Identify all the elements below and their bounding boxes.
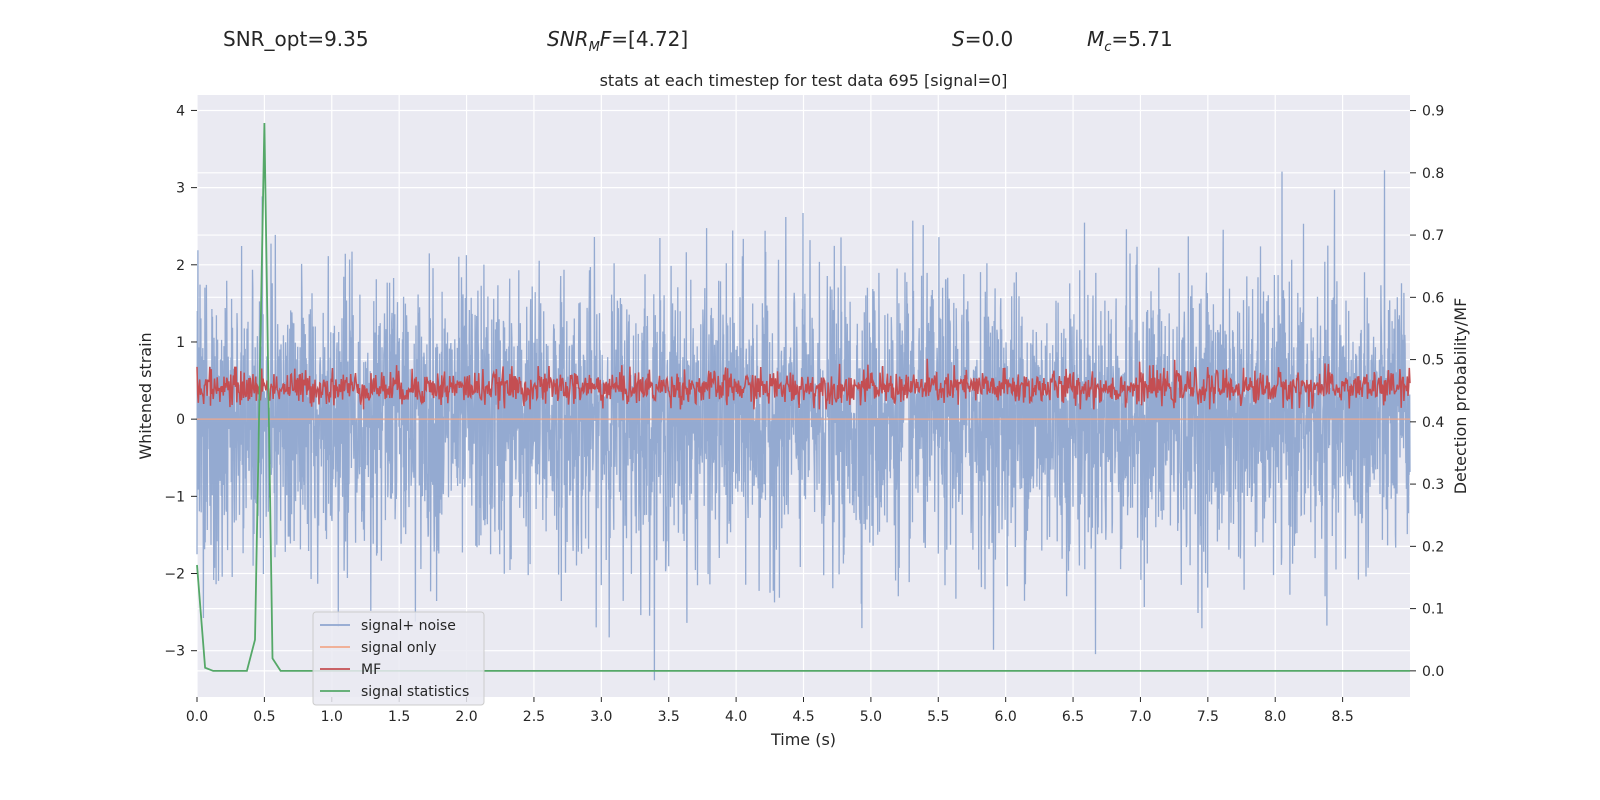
x-tick-label: 5.5 (927, 709, 949, 725)
y-tick-label: 2 (176, 258, 185, 274)
mc-label: Mc=5.71 (1087, 27, 1173, 55)
x-tick-label: 2.0 (455, 709, 477, 725)
legend-label: MF (361, 662, 381, 678)
mc-sub: c (1104, 40, 1112, 55)
legend-label: signal only (361, 640, 436, 656)
s-symbol: S (952, 27, 965, 51)
y2-tick-label: 0.4 (1422, 415, 1444, 431)
y-tick-label: −3 (164, 644, 185, 660)
y-tick-label: −1 (164, 489, 185, 505)
x-tick-label: 7.0 (1129, 709, 1151, 725)
x-tick-label: 0.0 (186, 709, 208, 725)
y-tick-label: 4 (176, 103, 185, 119)
y2-tick-label: 0.6 (1422, 290, 1444, 306)
x-tick-label: 2.5 (523, 709, 545, 725)
chart-title: stats at each timestep for test data 695… (600, 71, 1008, 90)
y-tick-label: 0 (176, 412, 185, 428)
x-tick-label: 1.0 (321, 709, 343, 725)
series-mf (196, 358, 1411, 410)
y2-axis-title: Detection probability/MF (1451, 298, 1470, 495)
snr-opt-label: SNR_opt=9.35 (223, 27, 369, 51)
x-tick-label: 4.5 (792, 709, 814, 725)
legend: signal+ noise signal only MF signal statist… (312, 611, 485, 706)
mc-symbol: M (1087, 27, 1105, 51)
mc-value: =5.71 (1111, 27, 1173, 51)
x-tick-label: 8.0 (1264, 709, 1286, 725)
x-tick-label: 6.0 (995, 709, 1017, 725)
y-tick-label: 1 (176, 335, 185, 351)
y2-tick-label: 0.5 (1422, 353, 1444, 369)
y-axis-title: Whitened strain (136, 332, 155, 459)
snr-mf-tail: F (599, 27, 612, 51)
y2-tick-label: 0.9 (1422, 104, 1444, 120)
x-tick-label: 0.5 (253, 709, 275, 725)
legend-label: signal+ noise (361, 618, 456, 634)
x-tick-label: 4.0 (725, 709, 747, 725)
y-tick-label: −2 (164, 567, 185, 583)
y-tick-label: 3 (176, 181, 185, 197)
y2-tick-label: 0.1 (1422, 602, 1444, 618)
y2-tick-label: 0.7 (1422, 228, 1444, 244)
snr-mf-main: SNR (547, 27, 589, 51)
snr-mf-sub: M (588, 40, 600, 55)
x-tick-label: 8.5 (1331, 709, 1353, 725)
x-tick-label: 1.5 (388, 709, 410, 725)
snr-mf-value: =[4.72] (611, 27, 689, 51)
x-tick-label: 5.0 (860, 709, 882, 725)
y2-tick-label: 0.2 (1422, 539, 1444, 555)
snr-mf-label: SNRMF=[4.72] (547, 27, 688, 55)
x-tick-label: 3.5 (658, 709, 680, 725)
axes: 0.0 0.5 1.0 1.5 2.0 2.5 3.0 3.5 4.0 4.5 5.0 5.5 6.0 6… (164, 103, 1444, 725)
x-tick-label: 6.5 (1062, 709, 1084, 725)
series-layer (196, 122, 1411, 681)
x-axis-title: Time (s) (770, 730, 836, 749)
y2-tick-label: 0.8 (1422, 166, 1444, 182)
legend-label: signal statistics (361, 684, 469, 700)
y2-tick-label: 0.3 (1422, 477, 1444, 493)
s-label: S=0.0 (952, 27, 1013, 51)
x-tick-label: 7.5 (1197, 709, 1219, 725)
series-signal-statistics (196, 122, 1410, 672)
s-value: =0.0 (964, 27, 1014, 51)
legend-box (312, 611, 485, 706)
x-tick-label: 3.0 (590, 709, 612, 725)
y2-tick-label: 0.0 (1422, 664, 1444, 680)
